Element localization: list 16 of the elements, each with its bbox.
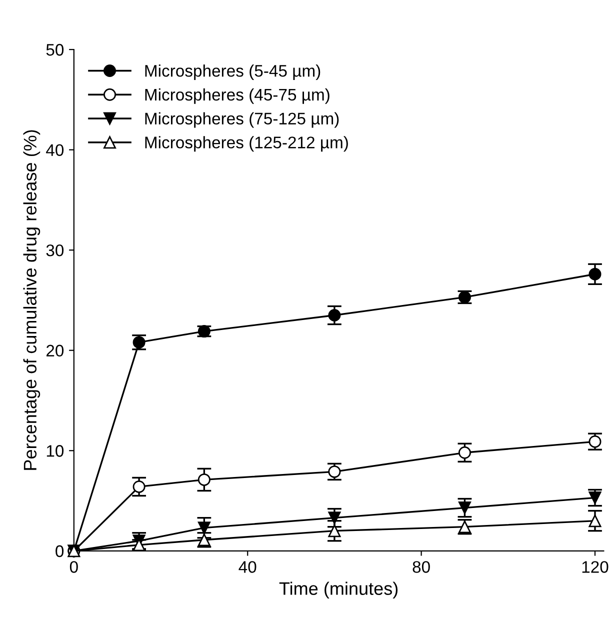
x-tick-label: 0 [70,561,78,573]
y-tick-label: 0 [56,545,64,558]
legend-label: Microspheres (75-125 µm) [145,112,339,128]
x-tick-label: 120 [582,561,608,573]
x-axis-title: Time (minutes) [279,582,398,599]
y-tick-label: 20 [46,344,64,357]
y-tick-label: 30 [46,244,64,256]
y-tick-label: 50 [46,44,64,56]
legend-label: Microspheres (45-75 µm) [145,88,330,104]
x-tick-label: 80 [412,561,430,573]
y-axis-title: Percentage of cumulative drug release (%) [23,130,40,470]
y-tick-label: 10 [46,445,64,457]
legend-label: Microspheres (5-45 µm) [145,64,320,80]
x-tick-label: 40 [238,561,256,573]
y-tick-label: 40 [46,144,64,156]
legend-label: Microspheres (125-212 µm) [145,136,348,152]
